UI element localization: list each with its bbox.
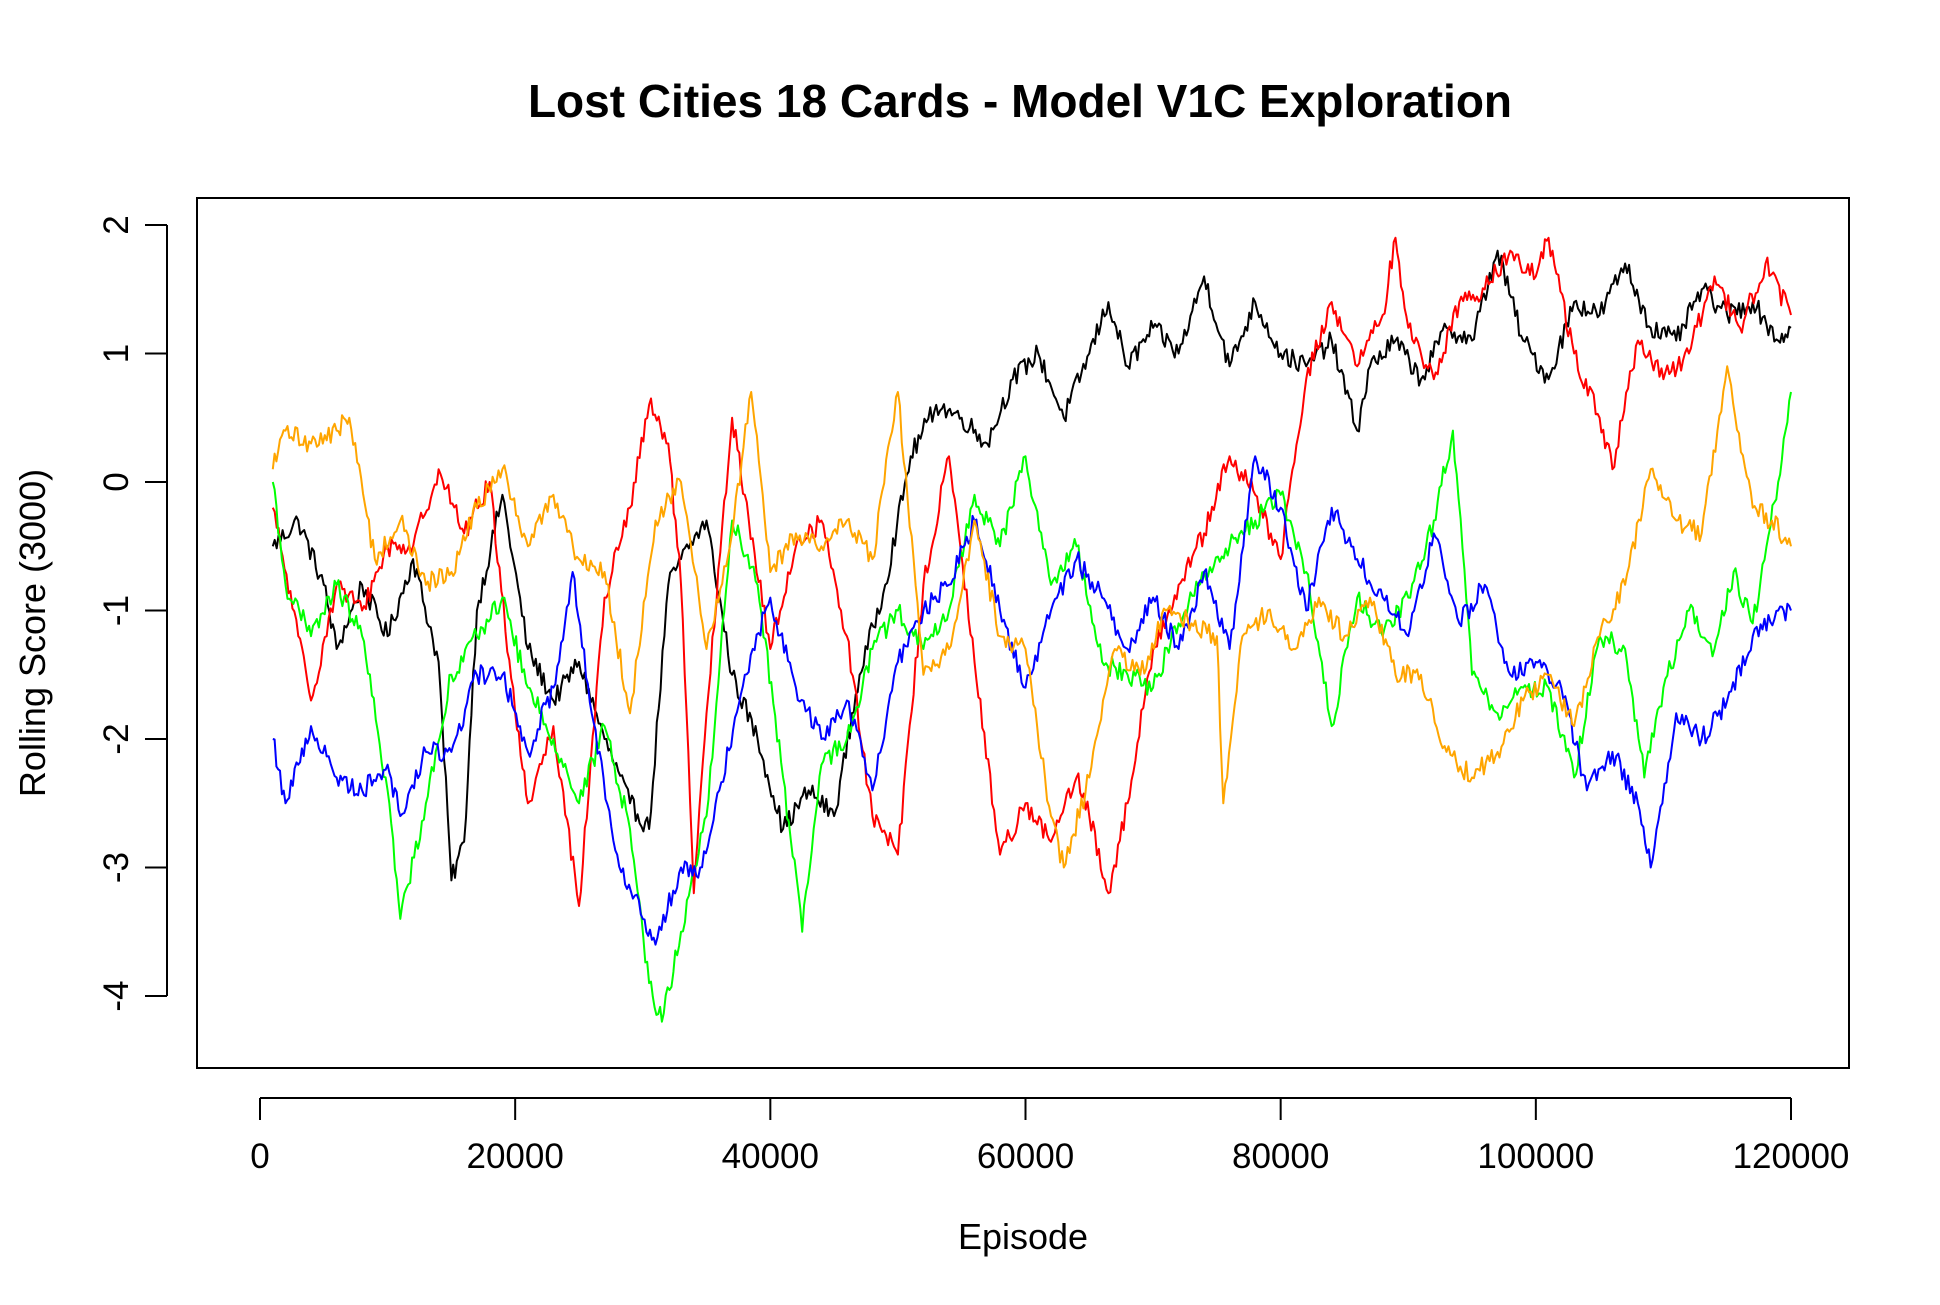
y-tick-label: 2 bbox=[97, 215, 136, 234]
x-tick-label: 80000 bbox=[1232, 1137, 1329, 1176]
series-line-3 bbox=[271, 391, 1792, 1023]
x-tick-label: 40000 bbox=[722, 1137, 819, 1176]
y-tick-label: -4 bbox=[97, 980, 136, 1011]
y-tick-label: -2 bbox=[97, 723, 136, 754]
x-tick-label: 20000 bbox=[467, 1137, 564, 1176]
series-group bbox=[271, 236, 1792, 1023]
y-tick-label: 1 bbox=[97, 344, 136, 363]
series-line-5 bbox=[271, 365, 1792, 869]
y-tick-label: -3 bbox=[97, 852, 136, 883]
x-tick-label: 100000 bbox=[1477, 1137, 1594, 1176]
chart-title: Lost Cities 18 Cards - Model V1C Explora… bbox=[528, 75, 1512, 127]
series-line-1 bbox=[271, 249, 1792, 882]
y-tick-label: 0 bbox=[97, 472, 136, 491]
x-tick-label: 120000 bbox=[1733, 1137, 1850, 1176]
y-tick-label: -1 bbox=[97, 595, 136, 626]
x-tick-label: 60000 bbox=[977, 1137, 1074, 1176]
y-axis: -4 -3 -2 -1 0 1 2 bbox=[97, 215, 168, 1012]
series-line-2 bbox=[271, 236, 1792, 907]
x-axis-title: Episode bbox=[958, 1216, 1088, 1257]
x-tick-label: 0 bbox=[250, 1137, 269, 1176]
plot-frame bbox=[196, 197, 1850, 1069]
y-axis-title: Rolling Score (3000) bbox=[12, 469, 53, 797]
x-axis: 0 20000 40000 60000 80000 100000 120000 bbox=[250, 1097, 1850, 1176]
